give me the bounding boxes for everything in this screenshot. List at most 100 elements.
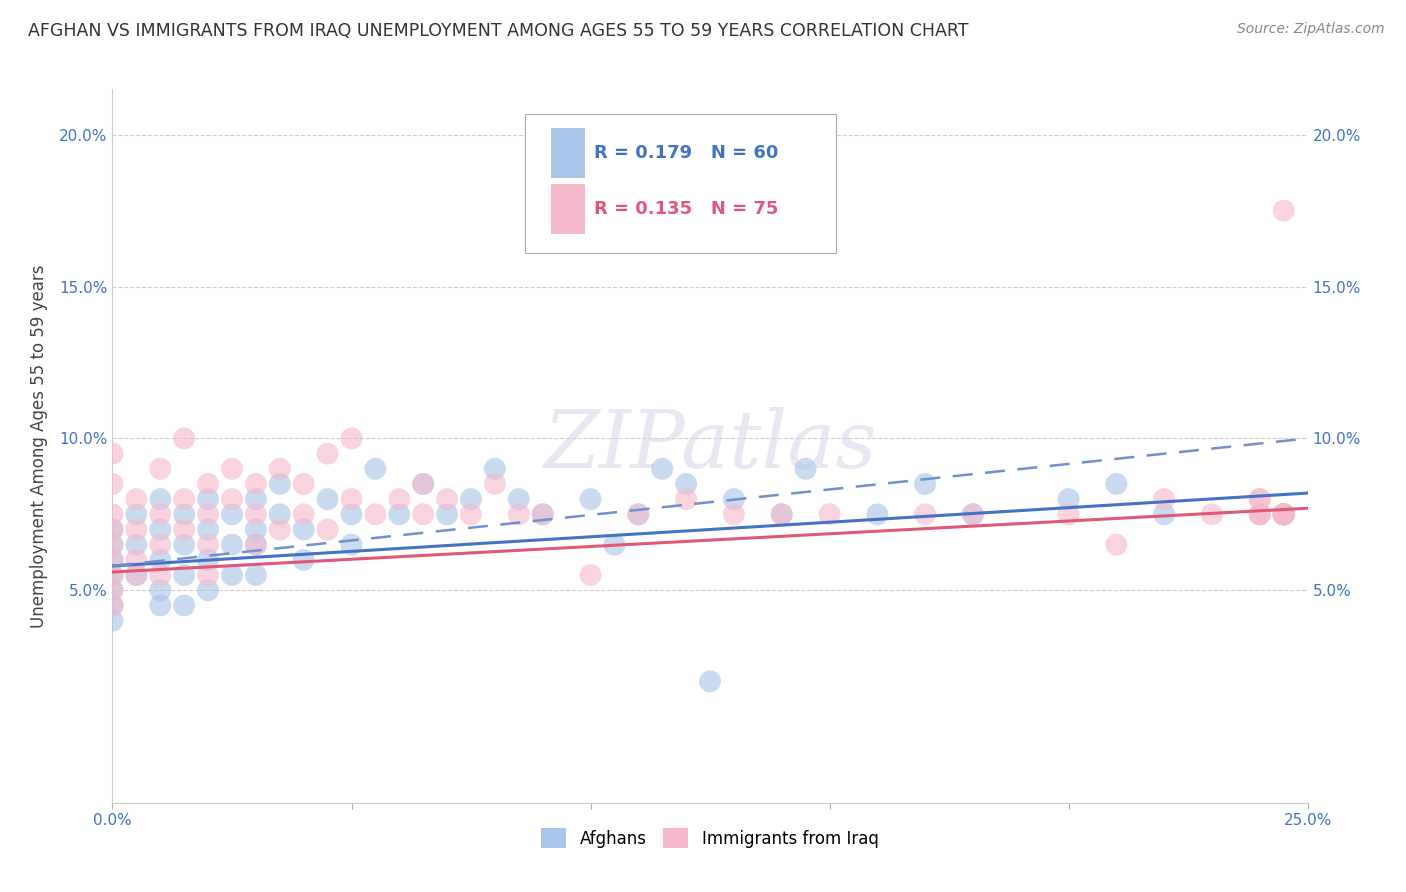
Point [1272, 508, 1295, 522]
Point [149, 523, 172, 537]
Point [245, 568, 267, 582]
FancyBboxPatch shape [551, 128, 585, 178]
Point [269, 477, 291, 491]
Point [1249, 508, 1271, 522]
Point [149, 492, 172, 507]
Point [364, 462, 387, 476]
Point [388, 508, 411, 522]
Point [531, 508, 554, 522]
Point [197, 568, 219, 582]
Point [173, 508, 195, 522]
Point [1153, 508, 1175, 522]
Point [101, 477, 124, 491]
Point [173, 523, 195, 537]
Point [125, 568, 148, 582]
Point [245, 508, 267, 522]
Point [914, 477, 936, 491]
Point [675, 492, 697, 507]
Point [197, 508, 219, 522]
Point [173, 599, 195, 613]
Point [651, 462, 673, 476]
Point [675, 477, 697, 491]
Point [269, 508, 291, 522]
Point [770, 508, 793, 522]
Point [197, 477, 219, 491]
Point [1105, 538, 1128, 552]
Point [484, 477, 506, 491]
FancyBboxPatch shape [524, 114, 835, 253]
Point [1057, 492, 1080, 507]
Point [316, 492, 339, 507]
Point [579, 568, 602, 582]
Point [245, 492, 267, 507]
Point [508, 508, 530, 522]
Point [245, 538, 267, 552]
Point [1272, 508, 1295, 522]
Point [1272, 508, 1295, 522]
Point [412, 477, 434, 491]
Point [101, 568, 124, 582]
Point [125, 553, 148, 567]
Point [197, 553, 219, 567]
Point [627, 508, 650, 522]
Point [173, 492, 195, 507]
Point [125, 508, 148, 522]
Point [101, 614, 124, 628]
Point [340, 508, 363, 522]
Point [1272, 203, 1295, 218]
Point [245, 523, 267, 537]
Point [699, 674, 721, 689]
Point [292, 508, 315, 522]
Point [173, 431, 195, 445]
Point [1272, 508, 1295, 522]
Point [173, 538, 195, 552]
Point [1249, 508, 1271, 522]
Point [1272, 508, 1295, 522]
Text: AFGHAN VS IMMIGRANTS FROM IRAQ UNEMPLOYMENT AMONG AGES 55 TO 59 YEARS CORRELATIO: AFGHAN VS IMMIGRANTS FROM IRAQ UNEMPLOYM… [28, 22, 969, 40]
Point [579, 492, 602, 507]
Text: ZIPatlas: ZIPatlas [543, 408, 877, 484]
Point [914, 508, 936, 522]
Point [388, 492, 411, 507]
Point [962, 508, 984, 522]
Text: R = 0.179   N = 60: R = 0.179 N = 60 [595, 144, 779, 161]
Point [292, 553, 315, 567]
Point [508, 492, 530, 507]
Point [125, 492, 148, 507]
Point [412, 508, 434, 522]
Point [101, 553, 124, 567]
Point [1201, 508, 1223, 522]
Point [603, 538, 626, 552]
Point [149, 568, 172, 582]
Point [101, 508, 124, 522]
Text: R = 0.135   N = 75: R = 0.135 N = 75 [595, 200, 779, 218]
Point [436, 508, 458, 522]
Point [292, 523, 315, 537]
Point [1272, 508, 1295, 522]
Point [245, 538, 267, 552]
Point [269, 523, 291, 537]
Point [149, 508, 172, 522]
Point [125, 523, 148, 537]
Point [316, 447, 339, 461]
Point [460, 492, 482, 507]
FancyBboxPatch shape [551, 184, 585, 234]
Point [1272, 508, 1295, 522]
Point [1057, 508, 1080, 522]
Point [340, 492, 363, 507]
Text: Source: ZipAtlas.com: Source: ZipAtlas.com [1237, 22, 1385, 37]
Point [1105, 477, 1128, 491]
Point [101, 553, 124, 567]
Point [627, 508, 650, 522]
Point [1249, 492, 1271, 507]
Point [197, 492, 219, 507]
Point [484, 462, 506, 476]
Point [866, 508, 889, 522]
Point [1272, 508, 1295, 522]
Point [1272, 508, 1295, 522]
Point [149, 553, 172, 567]
Point [962, 508, 984, 522]
Point [101, 583, 124, 598]
Point [340, 431, 363, 445]
Point [818, 508, 841, 522]
